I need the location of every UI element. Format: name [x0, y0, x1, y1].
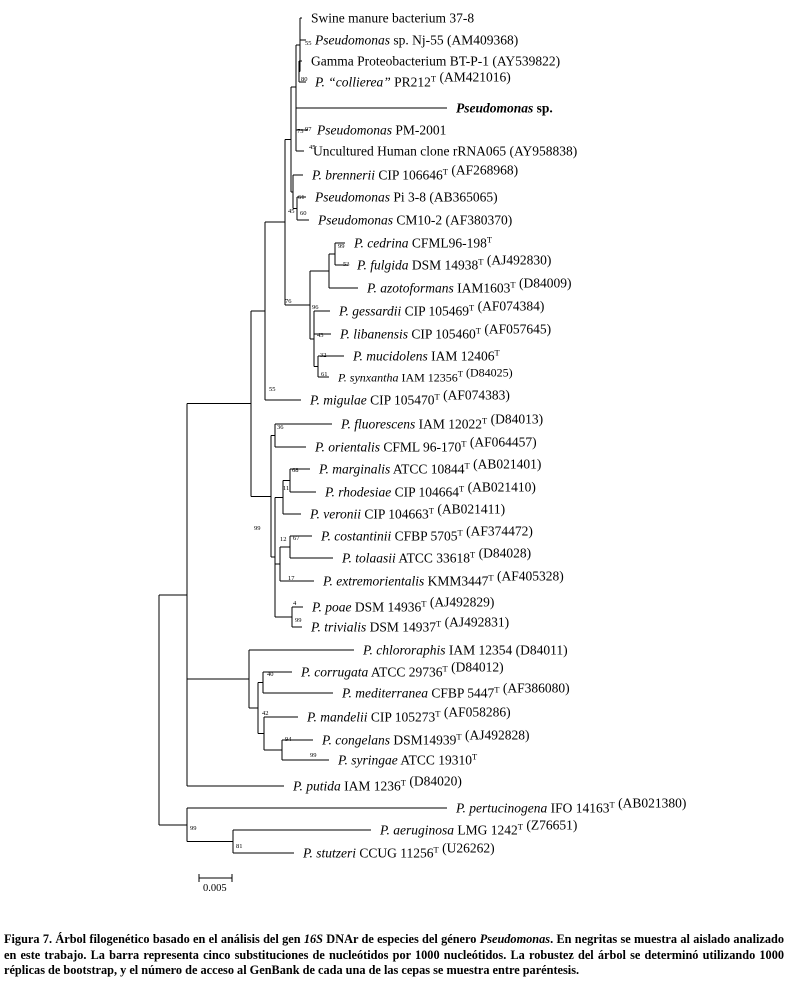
- bootstrap-value: 42: [262, 710, 269, 717]
- taxon-label-t7: Uncultured Human clone rRNA065 (AY958838…: [313, 144, 577, 159]
- bootstrap-value: 99: [310, 752, 317, 759]
- taxon-label-t31: P. mediterranea CFBP 5447T (AF386080): [341, 681, 570, 701]
- taxon-label-t14: P. gessardii CIP 105469T (AF074384): [338, 299, 544, 319]
- bootstrap-value: 94: [285, 736, 292, 743]
- taxon-label-t5: Pseudomonas sp.: [456, 101, 553, 116]
- taxon-label-t1: Swine manure bacterium 37-8: [311, 11, 474, 26]
- taxon-label-t34: P. syringae ATCC 19310T: [337, 752, 478, 768]
- bootstrap-value: 99: [254, 525, 261, 532]
- bootstrap-value: 68: [292, 467, 299, 474]
- taxon-label-t6: Pseudomonas PM-2001: [316, 123, 446, 138]
- bootstrap-value: 43: [317, 332, 324, 339]
- taxon-label-t18: P. migulae CIP 105470T (AF074383): [309, 388, 510, 408]
- caption-segment: Figura 7. Árbol filogenético basado en e…: [4, 932, 304, 946]
- taxon-label-t25: P. tolaasii ATCC 33618T (D84028): [341, 546, 531, 566]
- taxon-label-t16: P. mucidolens IAM 12406T: [352, 348, 501, 364]
- taxon-label-t2: Pseudomonas sp. Nj-55 (AM409368): [314, 33, 518, 48]
- taxon-label-t11: P. cedrina CFML96-198T: [353, 235, 493, 251]
- taxon-label-t20: P. orientalis CFML 96-170T (AF064457): [314, 435, 537, 455]
- taxon-label-t13: P. azotoformans IAM1603T (D84009): [366, 276, 571, 296]
- tree-branches: [158, 17, 447, 854]
- bootstrap-value: 61: [321, 371, 328, 378]
- bootstrap-value: 80: [301, 76, 308, 83]
- taxon-label-t32: P. mandelii CIP 105273T (AF058286): [306, 705, 511, 725]
- bootstrap-value: 40: [267, 671, 274, 678]
- taxon-label-t17: P. synxantha IAM 12356T (D84025): [337, 366, 513, 385]
- scale-bar-label: 0.005: [203, 883, 227, 894]
- caption-segment: DNAr de especies del género: [323, 932, 480, 946]
- taxon-label-t38: P. stutzeri CCUG 11256T (U26262): [302, 841, 495, 861]
- taxon-label-t28: P. trivialis DSM 14937T (AJ492831): [310, 615, 509, 635]
- taxon-label-t35: P. putida IAM 1236T (D84020): [292, 774, 462, 794]
- taxon-label-t30: P. corrugata ATCC 29736T (D84012): [300, 660, 504, 680]
- bootstrap-value: 53: [343, 261, 350, 268]
- bootstrap-value: 36: [277, 424, 284, 431]
- taxon-label-t15: P. libanensis CIP 105460T (AF057645): [339, 322, 551, 342]
- taxon-label-t10: Pseudomonas CM10-2 (AF380370): [317, 213, 512, 228]
- bootstrap-value: 97: [305, 126, 312, 133]
- bootstrap-value: 73: [297, 128, 304, 135]
- scale-bar: 0.005: [198, 874, 233, 894]
- bootstrap-value: 55: [305, 40, 312, 47]
- taxon-labels: Swine manure bacterium 37-8 Pseudomonas s…: [292, 11, 686, 861]
- taxon-label-t26: P. extremorientalis KMM3447T (AF405328): [322, 569, 564, 589]
- bootstrap-value: 11: [283, 485, 289, 492]
- bootstrap-value: 32: [320, 352, 327, 359]
- taxon-label-t22: P. rhodesiae CIP 104664T (AB021410): [324, 480, 536, 500]
- bootstrap-value: 45: [288, 208, 295, 215]
- taxon-label-t23: P. veronii CIP 104663T (AB021411): [309, 502, 505, 522]
- caption-segment: . En negritas se muestra al aislado anal…: [4, 932, 784, 977]
- bootstrap-value: 96: [312, 304, 319, 311]
- caption-segment: 16S: [303, 932, 323, 946]
- bootstrap-value: 55: [269, 386, 276, 393]
- taxon-label-t24: P. costantinii CFBP 5705T (AF374472): [320, 524, 533, 544]
- bootstrap-value: 61: [298, 194, 305, 201]
- bootstrap-value: 60: [300, 210, 307, 217]
- bootstrap-value: 17: [288, 575, 295, 582]
- taxon-label-t9: Pseudomonas Pi 3-8 (AB365065): [314, 190, 498, 205]
- taxon-label-t33: P. congelans DSM14939T (AJ492828): [321, 728, 529, 748]
- bootstrap-value: 4: [293, 600, 297, 607]
- figure-caption: Figura 7. Árbol filogenético basado en e…: [4, 932, 784, 979]
- taxon-label-t27: P. poae DSM 14936T (AJ492829): [311, 595, 494, 615]
- caption-segment: Pseudomonas: [479, 932, 551, 946]
- taxon-label-t21: P. marginalis ATCC 10844T (AB021401): [318, 457, 541, 477]
- bootstrap-value: 67: [293, 535, 300, 542]
- taxon-label-t12: P. fulgida DSM 14938T (AJ492830): [356, 253, 551, 273]
- taxon-label-t19: P. fluorescens IAM 12022T (D84013): [340, 412, 543, 432]
- taxon-label-t4: P. “collierea” PR212T (AM421016): [314, 70, 511, 90]
- taxon-label-t29: P. chlororaphis IAM 12354 (D84011): [362, 643, 568, 658]
- bootstrap-value: 12: [280, 536, 287, 543]
- bootstrap-value: 45: [309, 144, 316, 151]
- phylogenetic-tree: Swine manure bacterium 37-8 Pseudomonas s…: [158, 11, 686, 894]
- taxon-label-t37: P. aeruginosa LMG 1242T (Z76651): [379, 818, 577, 838]
- bootstrap-value: 99: [295, 617, 302, 624]
- taxon-label-t36: P. pertucinogena IFO 14163T (AB021380): [455, 796, 686, 816]
- bootstrap-value: 81: [236, 843, 243, 850]
- taxon-label-t8: P. brennerii CIP 106646T (AF268968): [311, 163, 518, 183]
- bootstrap-value: 99: [338, 243, 345, 250]
- taxon-label-t3: Gamma Proteobacterium BT-P-1 (AY539822): [311, 54, 560, 69]
- bootstrap-value: 76: [285, 298, 292, 305]
- bootstrap-value: 99: [190, 825, 197, 832]
